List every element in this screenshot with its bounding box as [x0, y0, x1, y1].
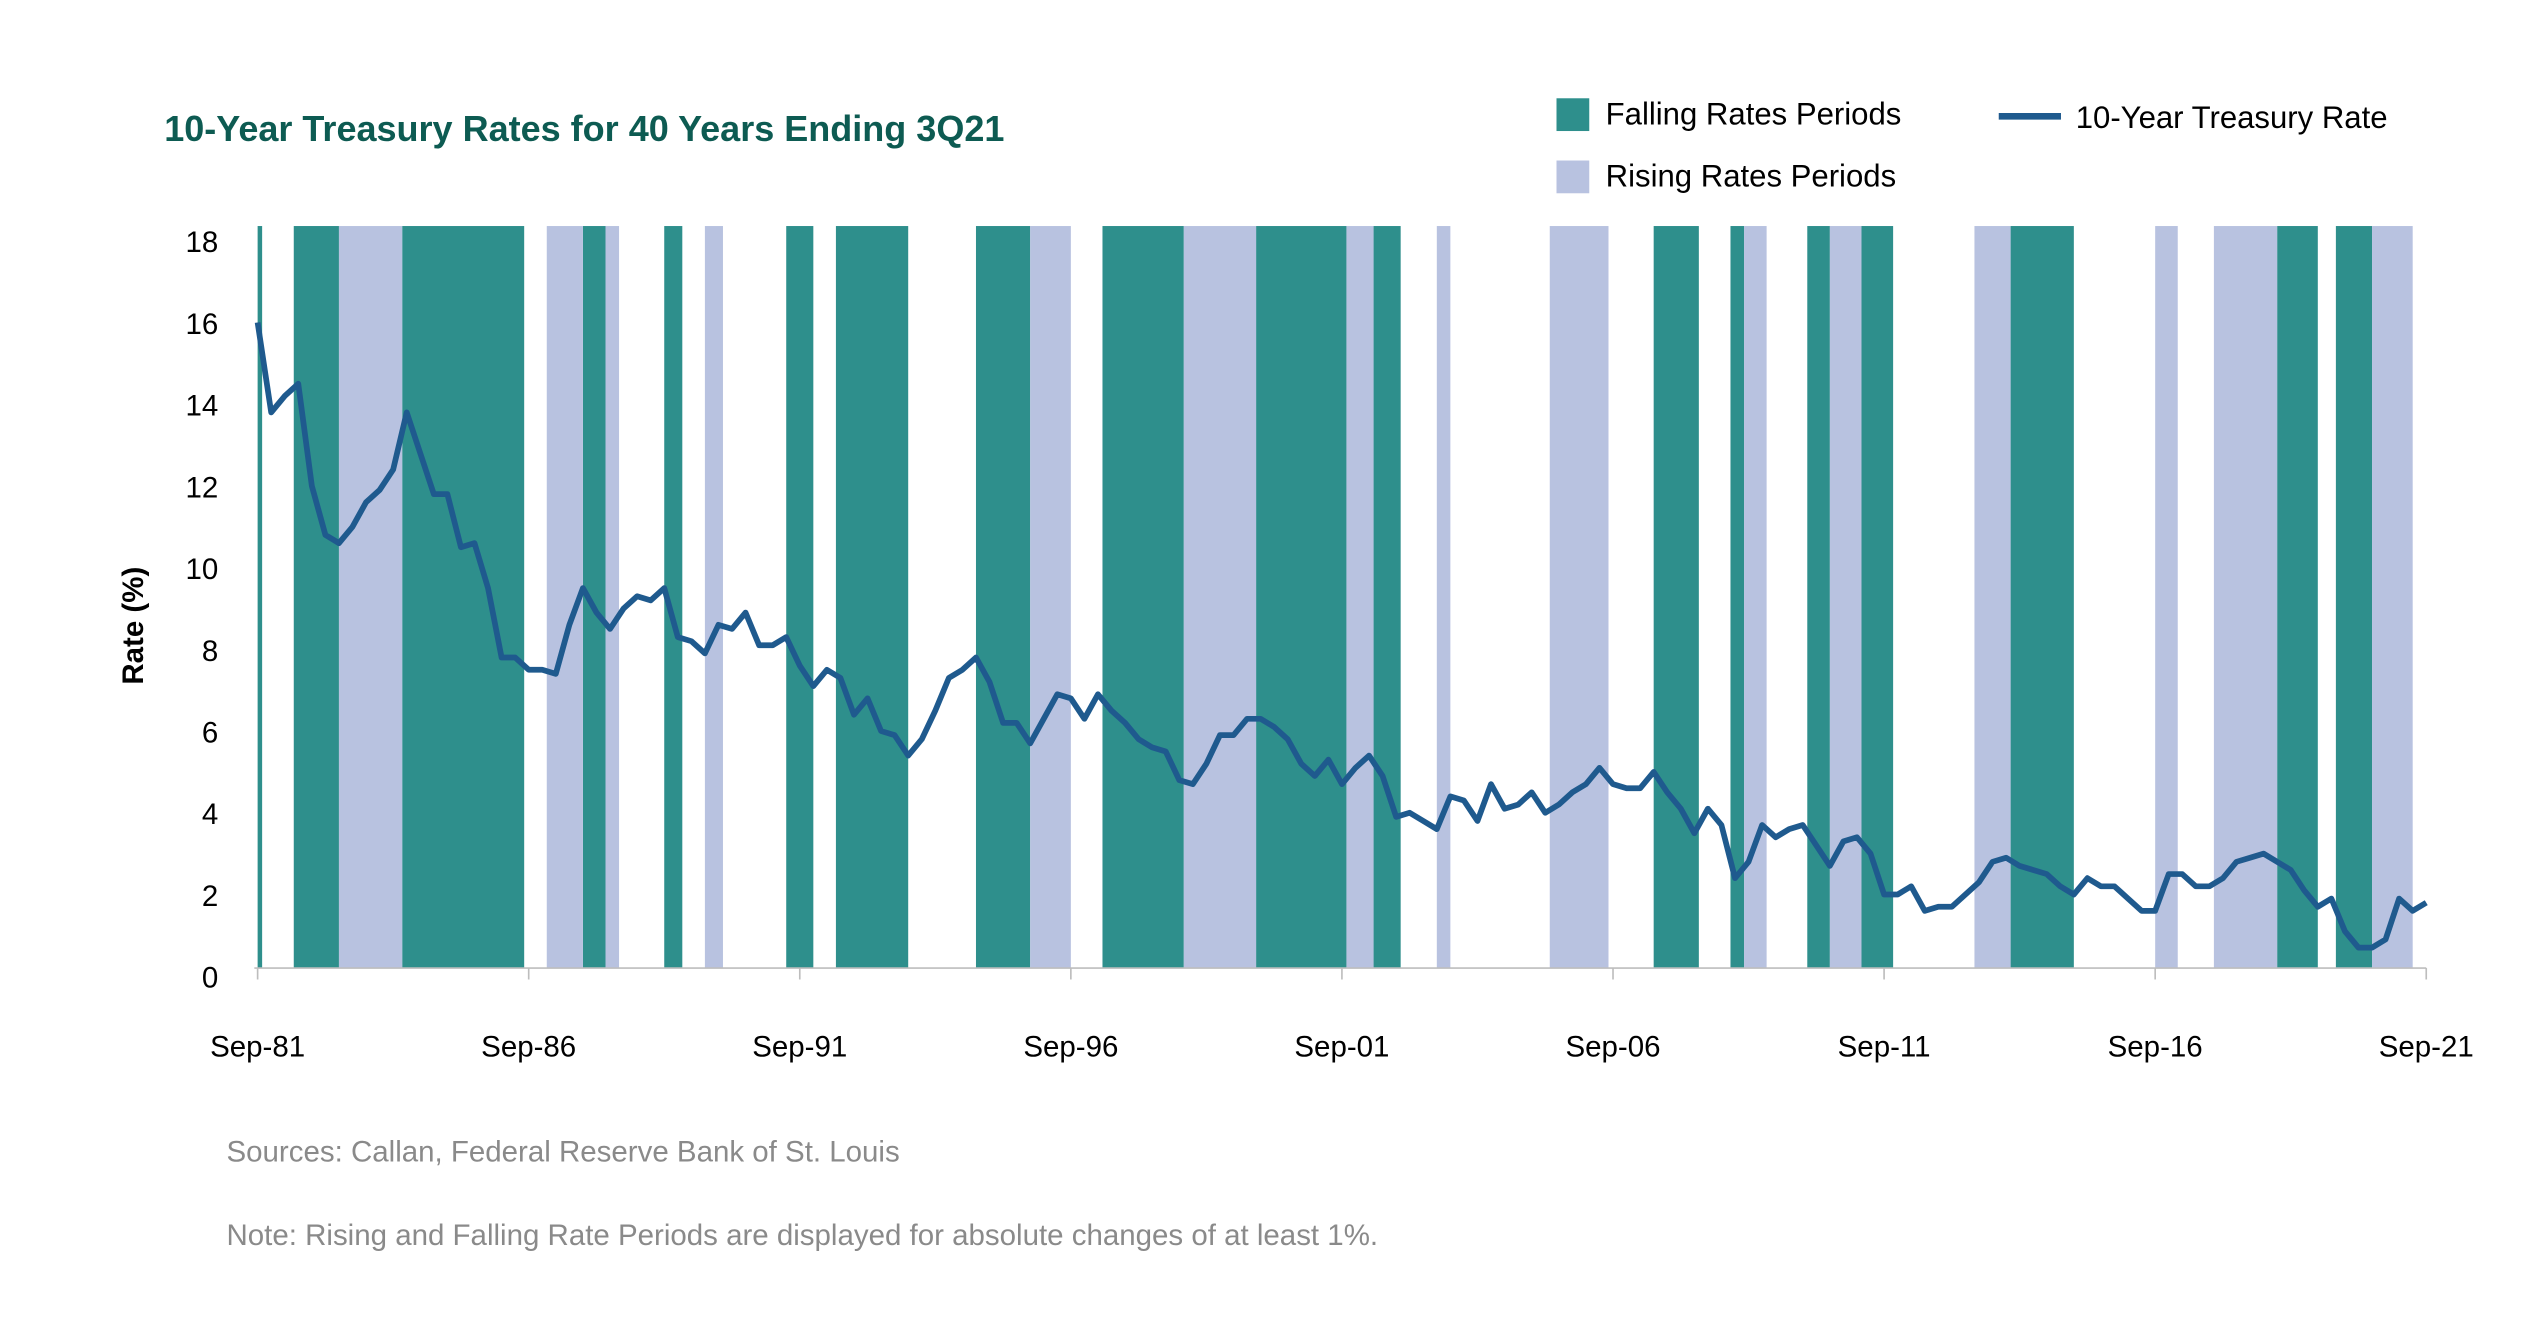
period-band	[1549, 226, 1609, 969]
y-tick-label: 10	[186, 553, 219, 586]
period-band	[605, 226, 620, 969]
period-band	[975, 226, 1031, 969]
period-band	[835, 226, 909, 969]
period-band	[2010, 226, 2074, 969]
period-band	[704, 226, 723, 969]
x-tick-label: Sep-91	[752, 1030, 847, 1063]
y-tick-label: 18	[186, 226, 219, 259]
x-tick-label: Sep-16	[2108, 1030, 2203, 1063]
x-tick-label: Sep-81	[210, 1030, 305, 1063]
period-band	[1829, 226, 1862, 969]
y-tick-label: 8	[202, 635, 218, 668]
period-band	[1256, 226, 1347, 969]
y-tick-label: 4	[202, 798, 218, 831]
x-tick-label: Sep-86	[481, 1030, 576, 1063]
period-band	[1744, 226, 1767, 969]
y-tick-label: 16	[186, 308, 219, 341]
period-band	[1807, 226, 1830, 969]
period-band	[2155, 226, 2178, 969]
x-tick-label: Sep-96	[1023, 1030, 1118, 1063]
period-band	[1030, 226, 1071, 969]
y-axis-label: Rate (%)	[117, 567, 150, 685]
period-band	[1183, 226, 1257, 969]
legend-swatch	[1556, 98, 1590, 132]
y-tick-label: 14	[186, 390, 219, 423]
period-band	[786, 226, 814, 969]
period-band	[1861, 226, 1894, 969]
x-tick-label: Sep-11	[1838, 1030, 1931, 1063]
legend-swatch	[1556, 160, 1590, 194]
period-band	[1102, 226, 1184, 969]
period-band	[293, 226, 339, 969]
period-band	[1730, 226, 1745, 969]
rate-line	[254, 322, 2428, 951]
legend-label: Falling Rates Periods	[1606, 96, 1902, 131]
x-tick-label: Sep-01	[1294, 1030, 1389, 1063]
period-band	[1373, 226, 1401, 969]
period-band	[1436, 226, 1451, 969]
legend-label: 10-Year Treasury Rate	[2076, 100, 2388, 135]
period-band	[257, 226, 263, 969]
period-band	[402, 226, 525, 969]
period-band	[2335, 226, 2373, 969]
y-tick-label: 12	[186, 471, 219, 504]
y-tick-label: 0	[202, 962, 218, 995]
period-band	[1653, 226, 1699, 969]
period-band	[1974, 226, 2011, 969]
y-tick-label: 2	[202, 880, 218, 913]
period-band	[2372, 226, 2413, 969]
period-band	[1346, 226, 1374, 969]
period-band	[2277, 226, 2318, 969]
x-tick-label: Sep-06	[1565, 1030, 1660, 1063]
chart-title: 10-Year Treasury Rates for 40 Years Endi…	[164, 108, 1004, 149]
legend-label: Rising Rates Periods	[1606, 159, 1896, 194]
x-tick-label: Sep-21	[2379, 1030, 2474, 1063]
footnote: Note: Rising and Falling Rate Periods ar…	[227, 1219, 1379, 1252]
period-band	[2213, 226, 2278, 969]
period-band	[582, 226, 606, 969]
period-band	[338, 226, 403, 969]
period-band	[664, 226, 683, 969]
y-tick-label: 6	[202, 717, 218, 750]
source-note: Sources: Callan, Federal Reserve Bank of…	[227, 1135, 900, 1168]
